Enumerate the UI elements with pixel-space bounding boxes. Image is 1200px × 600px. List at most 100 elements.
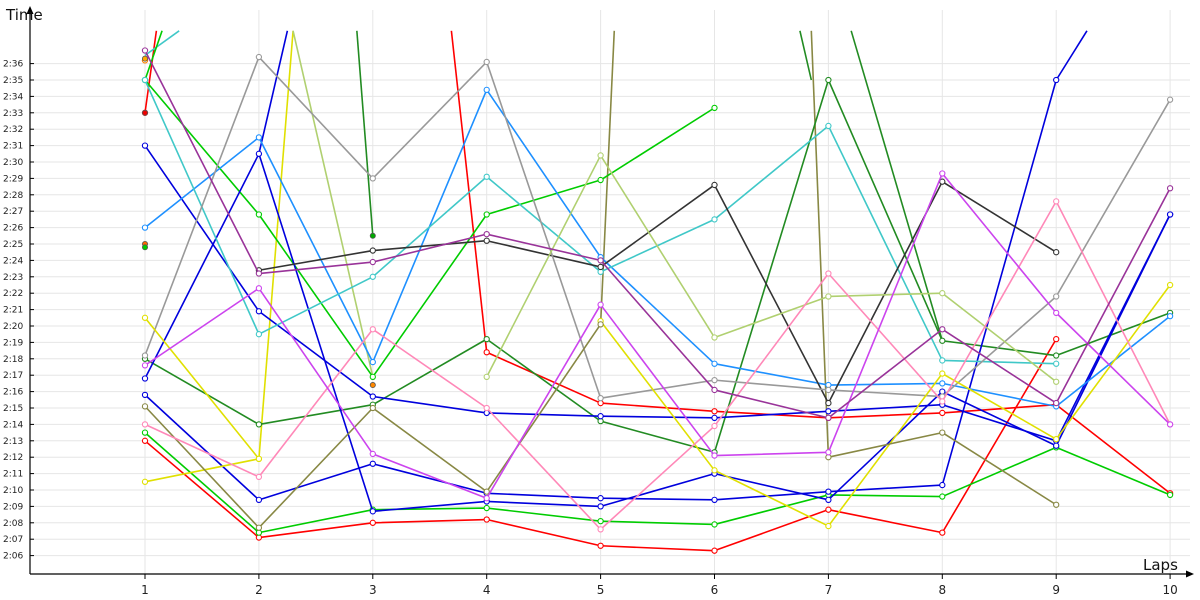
y-tick-label: 2:14 (3, 420, 23, 430)
data-point (483, 231, 490, 238)
data-point (711, 452, 718, 459)
data-point (255, 134, 263, 141)
data-point (483, 488, 490, 495)
x-tick-label: 10 (1162, 583, 1177, 597)
axes (26, 6, 1194, 578)
data-point (141, 403, 149, 410)
x-tick-label: 1 (141, 583, 149, 597)
data-point (483, 237, 490, 244)
data-point (825, 414, 832, 421)
data-point (597, 152, 604, 159)
data-point (369, 326, 376, 333)
x-tick-label: 6 (711, 583, 719, 597)
series-line (850, 30, 944, 341)
y-tick-label: 2:21 (3, 306, 23, 316)
series-line (292, 30, 374, 378)
data-point (597, 301, 604, 308)
data-point (711, 216, 718, 223)
y-axis-title: Time (5, 6, 43, 24)
data-point (141, 47, 149, 54)
x-axis-title: Laps (1143, 556, 1178, 574)
data-point (483, 516, 490, 523)
data-point (141, 421, 149, 428)
data-point (825, 488, 832, 495)
data-point (597, 321, 604, 328)
data-point (825, 522, 832, 530)
data-point (141, 478, 149, 485)
data-point (141, 429, 149, 436)
data-point (1053, 76, 1060, 84)
data-point (939, 493, 946, 500)
data-point (1166, 211, 1174, 218)
data-point (369, 460, 376, 467)
data-point (939, 529, 946, 536)
y-tick-label: 2:22 (3, 289, 23, 299)
series-line (144, 30, 180, 57)
series-line (144, 153, 1171, 513)
data-point (1166, 491, 1174, 499)
data-point (711, 496, 718, 503)
data-point (369, 373, 376, 380)
data-point (141, 314, 149, 321)
series-line (144, 458, 260, 483)
y-tick-label: 2:15 (3, 404, 23, 414)
data-point (369, 508, 376, 515)
data-point (711, 334, 718, 341)
y-tick-label: 2:12 (3, 453, 23, 463)
y-tick-label: 2:28 (3, 191, 23, 201)
data-point (141, 55, 148, 62)
data-point (1053, 198, 1060, 205)
data-point (597, 526, 604, 533)
data-point (369, 519, 376, 526)
series-line (258, 30, 289, 154)
data-point (1053, 399, 1060, 407)
series-line (599, 30, 616, 325)
data-point (141, 352, 149, 359)
y-tick-label: 2:23 (3, 273, 23, 283)
data-point (483, 335, 490, 343)
data-point (711, 521, 718, 528)
data-point (255, 524, 263, 531)
y-tick-label: 2:34 (3, 92, 23, 102)
data-point (141, 375, 149, 382)
data-point (939, 357, 946, 364)
y-tick-label: 2:27 (3, 207, 23, 217)
data-point (939, 429, 946, 436)
data-point (141, 244, 148, 251)
y-tick-label: 2:24 (3, 256, 23, 266)
series-line (144, 145, 1171, 442)
y-tick-label: 2:29 (3, 174, 23, 184)
y-tick-label: 2:32 (3, 125, 23, 135)
data-point (369, 273, 376, 280)
x-tick-label: 5 (597, 583, 605, 597)
y-tick-label: 2:33 (3, 109, 23, 119)
y-tick-label: 2:13 (3, 437, 23, 447)
x-tick-label: 7 (825, 583, 833, 597)
y-tick-label: 2:11 (3, 470, 23, 480)
data-point (825, 270, 832, 277)
data-point (369, 450, 376, 458)
data-point (1166, 313, 1174, 320)
data-point (711, 104, 718, 112)
series-line (144, 30, 158, 113)
y-tick-label: 2:18 (3, 355, 23, 365)
y-tick-labels: 2:06 2:07 2:08 2:09 2:10 2:11 2:12 2:13 2:14 2:15… (3, 60, 23, 562)
data-point (1166, 421, 1174, 428)
data-point (369, 247, 376, 254)
y-tick-label: 2:19 (3, 338, 23, 348)
data-point (825, 496, 832, 503)
y-tick-label: 2:36 (3, 60, 23, 70)
data-point (1053, 378, 1060, 385)
series-line (144, 79, 1171, 454)
series-line (144, 431, 1171, 534)
series-line (258, 30, 294, 459)
data-point (939, 290, 946, 297)
data-point (483, 495, 490, 502)
y-tick-label: 2:17 (3, 371, 23, 381)
data-point (1053, 436, 1060, 443)
series-line (144, 79, 715, 378)
series-line (1055, 30, 1088, 81)
data-point (141, 142, 149, 149)
data-point (597, 518, 604, 525)
y-tick-label: 2:08 (3, 519, 23, 529)
